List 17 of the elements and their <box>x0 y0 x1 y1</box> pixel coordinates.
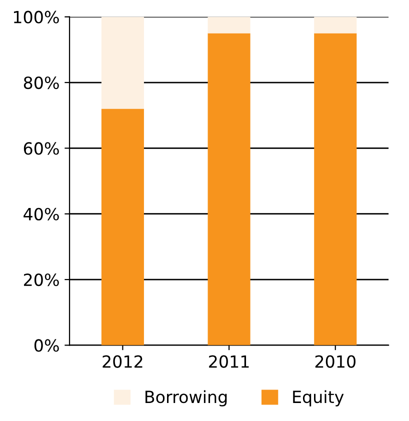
y-tick-label: 0% <box>34 339 59 352</box>
bar <box>208 33 250 346</box>
y-tick-label: 40% <box>24 208 59 220</box>
bar <box>101 108 144 346</box>
x-tick-label: 2011 <box>209 355 249 368</box>
y-tick-label: 60% <box>24 142 59 155</box>
y-tick-label: 80% <box>24 76 59 90</box>
legend-label: Equity <box>293 390 344 406</box>
bar <box>314 33 357 346</box>
y-tick-label: 100% <box>14 10 59 24</box>
bar <box>314 16 357 34</box>
y-tick-label: 20% <box>24 274 59 286</box>
bar <box>101 16 144 109</box>
x-tick-label: 2012 <box>102 355 142 368</box>
legend-label: Borrowing <box>146 390 227 406</box>
x-tick-label: 2010 <box>315 355 356 368</box>
bar <box>208 16 250 34</box>
